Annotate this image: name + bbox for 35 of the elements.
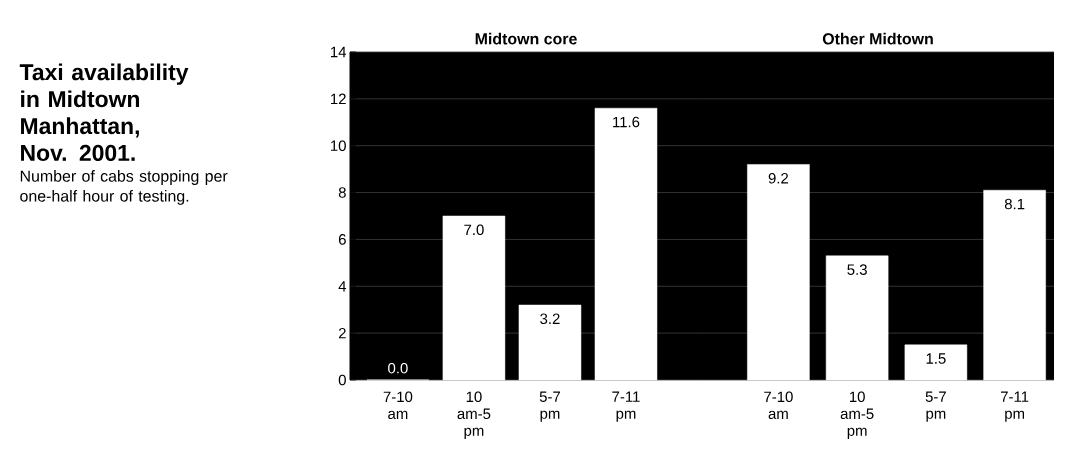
y-tick-label: 14 [331,46,347,58]
x-tick-label: 5-7 pm [539,391,561,422]
y-tick-label: 10 [331,140,346,151]
chart-title: Midtown core [475,32,577,45]
x-tick-label: 7-11 pm [612,391,640,422]
data-label: 1.5 [926,353,946,364]
text: Number of cabs stopping per one-half hour of testing. [20,170,228,205]
bar [747,164,810,381]
x-tick-label: 5-7 pm [925,391,946,422]
bar [904,344,968,381]
data-label: 8.1 [1004,198,1025,210]
chart-title: Other Midtown [822,32,933,45]
y-tick-label: 8 [338,187,346,198]
data-label: 5.3 [847,264,867,275]
data-label: 7.0 [464,224,484,236]
data-label: 0.0 [388,362,408,374]
y-tick-label: 2 [338,327,346,339]
x-tick-label: 10 am-5 pm [457,391,491,439]
bar [518,304,582,381]
data-label: 11.6 [613,116,640,128]
data-label: 3.2 [540,313,560,325]
bar [983,189,1046,381]
bar [442,215,506,381]
x-tick-label: 7-11 pm [1001,391,1029,422]
x-tick-label: 7-10 am [764,391,793,420]
y-tick-label: 4 [338,281,347,292]
x-tick-label: 10 am-5 pm [840,391,874,439]
x-tick-label: 7-10 am [383,391,413,420]
y-tick-label: 0 [338,374,346,386]
bar [825,255,889,381]
data-label: 9.2 [768,172,789,184]
y-tick-label: 12 [331,93,346,105]
y-tick-label: 6 [338,234,346,245]
bar [594,107,658,381]
text: Taxi availability in Midtown Manhattan, Nov. 2001. [19,63,189,162]
